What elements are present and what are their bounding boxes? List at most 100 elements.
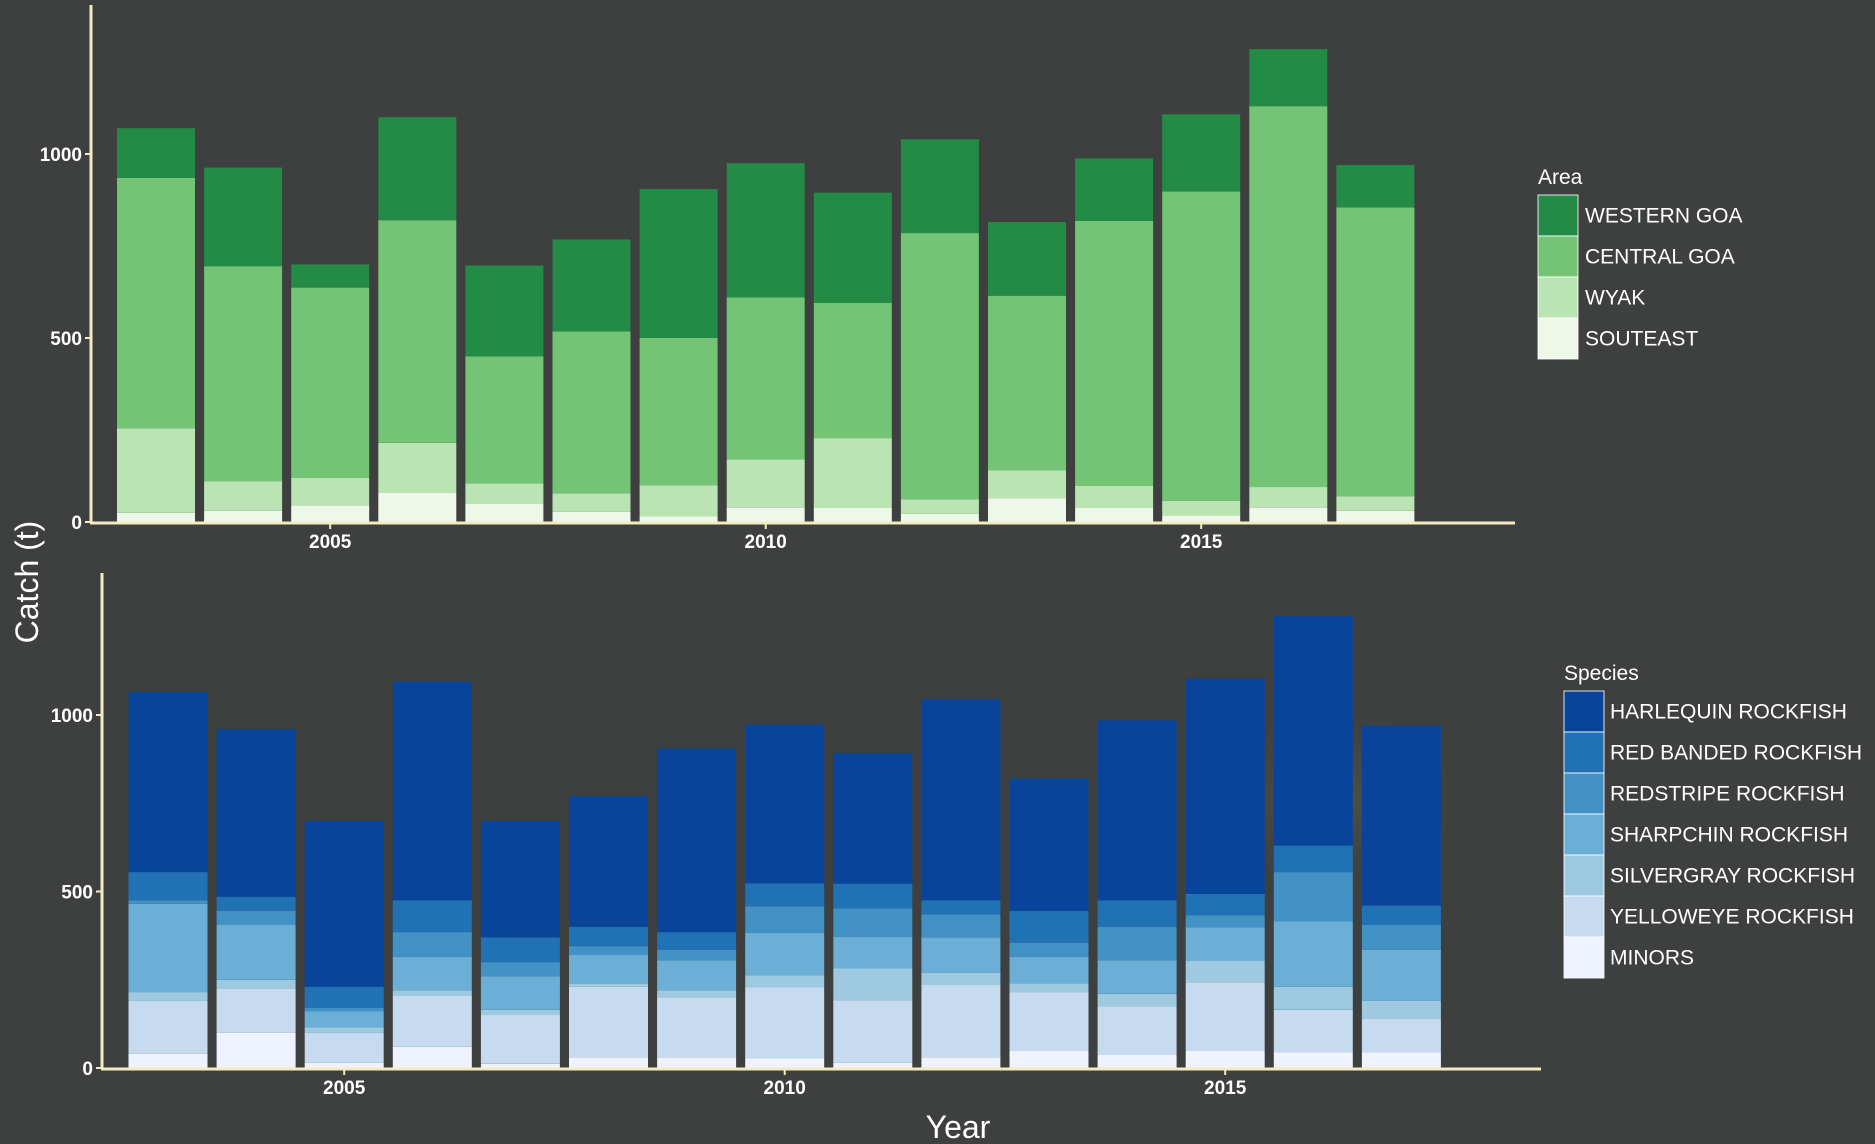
area-bar-2011-central-goa bbox=[813, 303, 892, 439]
species-bar-2007-sharpchin-rockfish bbox=[480, 976, 560, 1010]
area-bar-2008-western-goa bbox=[552, 239, 631, 332]
area-y-tick-label: 0 bbox=[71, 513, 82, 534]
species-bar-2011-silvergray-rockfish bbox=[833, 968, 913, 1001]
species-bar-2012-red-banded-rockfish bbox=[921, 900, 1001, 915]
species-bar-2005-sharpchin-rockfish bbox=[304, 1011, 384, 1028]
area-bar-2016-souteast bbox=[1249, 507, 1328, 522]
area-bar-2006-wyak bbox=[378, 442, 457, 493]
species-bar-2004-redstripe-rockfish bbox=[216, 910, 296, 925]
species-bar-2003-yelloweye-rockfish bbox=[128, 1000, 208, 1054]
species-bar-2010-silvergray-rockfish bbox=[745, 975, 825, 988]
area-bar-2014-western-goa bbox=[1075, 158, 1154, 221]
area-bar-2006-souteast bbox=[378, 492, 457, 522]
species-bar-2010-harlequin-rockfish bbox=[745, 724, 825, 884]
species-bar-2014-harlequin-rockfish bbox=[1097, 720, 1177, 901]
species-bar-2009-yelloweye-rockfish bbox=[657, 997, 737, 1058]
species-bar-2011-sharpchin-rockfish bbox=[833, 936, 913, 969]
species-legend-swatch bbox=[1563, 772, 1605, 815]
area-bars bbox=[117, 49, 1415, 522]
area-bar-2009-wyak bbox=[639, 485, 718, 517]
species-bar-2008-silvergray-rockfish bbox=[569, 983, 648, 987]
area-y-tick-label: 1000 bbox=[40, 145, 82, 166]
area-bar-2010-wyak bbox=[726, 459, 805, 508]
area-bar-2012-central-goa bbox=[900, 233, 979, 500]
area-bar-2008-central-goa bbox=[552, 331, 631, 494]
species-bar-2011-yelloweye-rockfish bbox=[833, 1000, 913, 1063]
species-bar-2017-yelloweye-rockfish bbox=[1361, 1018, 1441, 1053]
species-bar-2004-yelloweye-rockfish bbox=[216, 988, 296, 1033]
area-bar-2016-wyak bbox=[1249, 487, 1328, 508]
area-bar-2003-wyak bbox=[117, 428, 195, 513]
species-bar-2007-silvergray-rockfish bbox=[480, 1009, 560, 1016]
species-bar-2017-minors bbox=[1361, 1052, 1441, 1068]
area-bar-2007-western-goa bbox=[465, 265, 544, 357]
species-bar-2011-harlequin-rockfish bbox=[833, 753, 913, 884]
area-bar-2003-central-goa bbox=[117, 177, 195, 429]
species-legend-label: SILVERGRAY ROCKFISH bbox=[1610, 865, 1855, 888]
species-legend-swatch bbox=[1563, 813, 1605, 856]
species-bar-2006-silvergray-rockfish bbox=[392, 990, 472, 996]
species-legend-label: SHARPCHIN ROCKFISH bbox=[1610, 824, 1848, 847]
species-legend-label: HARLEQUIN ROCKFISH bbox=[1610, 701, 1847, 724]
area-legend-label: WESTERN GOA bbox=[1585, 205, 1743, 228]
species-bar-2006-sharpchin-rockfish bbox=[392, 956, 472, 991]
species-bar-2015-red-banded-rockfish bbox=[1185, 894, 1265, 916]
species-bar-2010-yelloweye-rockfish bbox=[745, 987, 825, 1059]
species-bar-2016-red-banded-rockfish bbox=[1273, 845, 1353, 873]
area-bar-2010-western-goa bbox=[726, 163, 805, 298]
species-bar-2003-minors bbox=[128, 1053, 208, 1068]
area-bar-2005-central-goa bbox=[291, 287, 370, 478]
species-bar-2012-minors bbox=[921, 1057, 1001, 1068]
species-legend-swatch bbox=[1563, 895, 1605, 938]
area-bar-2007-souteast bbox=[465, 503, 544, 522]
species-legend-swatch bbox=[1563, 936, 1605, 979]
area-bar-2004-souteast bbox=[204, 511, 283, 522]
area-legend-label: CENTRAL GOA bbox=[1585, 246, 1735, 269]
area-bar-2011-wyak bbox=[813, 438, 892, 508]
species-legend-title: Species bbox=[1564, 662, 1639, 685]
species-bar-2010-minors bbox=[745, 1058, 825, 1068]
species-bar-2016-silvergray-rockfish bbox=[1273, 986, 1353, 1010]
area-bar-2015-wyak bbox=[1162, 500, 1241, 516]
species-bar-2016-redstripe-rockfish bbox=[1273, 872, 1353, 922]
area-bar-2017-western-goa bbox=[1336, 165, 1415, 208]
species-bar-2009-harlequin-rockfish bbox=[657, 748, 737, 933]
species-bar-2005-silvergray-rockfish bbox=[304, 1027, 384, 1033]
species-bar-2013-harlequin-rockfish bbox=[1009, 778, 1089, 911]
area-bar-2013-western-goa bbox=[988, 222, 1066, 296]
species-bar-2013-minors bbox=[1009, 1050, 1089, 1068]
species-bar-2005-redstripe-rockfish bbox=[304, 1008, 384, 1012]
area-x-tick-label: 2010 bbox=[745, 532, 787, 553]
species-bar-2006-redstripe-rockfish bbox=[392, 932, 472, 957]
species-bars bbox=[128, 616, 1441, 1068]
area-bar-2012-souteast bbox=[900, 513, 979, 522]
area-bar-2015-souteast bbox=[1162, 515, 1241, 522]
species-bar-2009-redstripe-rockfish bbox=[657, 949, 737, 961]
species-x-tick-label: 2005 bbox=[323, 1078, 366, 1099]
species-bar-2004-sharpchin-rockfish bbox=[216, 925, 296, 980]
area-axes: 0 500 1000 2005 2010 2015 bbox=[40, 5, 1515, 553]
area-legend-label: SOUTEAST bbox=[1585, 328, 1698, 351]
species-bar-2008-red-banded-rockfish bbox=[569, 926, 648, 947]
species-bar-2014-red-banded-rockfish bbox=[1097, 900, 1177, 927]
species-bar-2016-minors bbox=[1273, 1052, 1353, 1068]
species-bar-2009-silvergray-rockfish bbox=[657, 990, 737, 998]
area-bar-2006-central-goa bbox=[378, 220, 457, 443]
area-bar-2003-souteast bbox=[117, 512, 195, 522]
species-bar-2013-silvergray-rockfish bbox=[1009, 983, 1089, 993]
species-bar-2008-sharpchin-rockfish bbox=[569, 955, 648, 984]
species-legend-swatch bbox=[1563, 854, 1605, 897]
area-bar-2016-central-goa bbox=[1249, 106, 1328, 488]
species-legend-label: RED BANDED ROCKFISH bbox=[1610, 742, 1862, 765]
species-bar-2013-red-banded-rockfish bbox=[1009, 910, 1089, 943]
species-bar-2005-red-banded-rockfish bbox=[304, 986, 384, 1008]
species-bar-2014-silvergray-rockfish bbox=[1097, 993, 1177, 1007]
area-bar-2013-wyak bbox=[988, 470, 1066, 499]
area-bar-2014-souteast bbox=[1075, 508, 1154, 522]
area-bar-2014-central-goa bbox=[1075, 221, 1154, 486]
area-bar-2013-central-goa bbox=[988, 295, 1066, 471]
species-bar-2012-silvergray-rockfish bbox=[921, 972, 1001, 986]
area-bar-2003-western-goa bbox=[117, 128, 195, 178]
species-bar-2005-minors bbox=[304, 1062, 384, 1068]
